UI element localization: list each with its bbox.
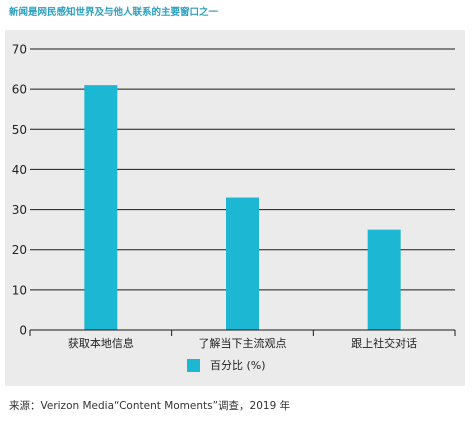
y-tick-label-40: 40 [12,163,27,177]
x-tick-labels: 获取本地信息 了解当下主流观点 跟上社交对话 [68,336,417,350]
x-tick-label-3: 跟上社交对话 [351,336,417,350]
y-tick-label-10: 10 [12,283,27,297]
y-tick-label-50: 50 [12,123,27,137]
y-tick-label-0: 0 [19,324,27,338]
legend: 百分比 (%) [187,357,266,373]
source-note: 来源：Verizon Media“Content Moments”调查，2019… [9,400,291,412]
bar-1 [84,85,118,330]
bar-3 [367,229,401,330]
bars [84,85,401,330]
y-tick-label-30: 30 [12,203,27,217]
bar-2 [226,197,259,330]
legend-label: 百分比 (%) [210,359,266,372]
x-tick-label-2: 了解当下主流观点 [199,336,287,350]
x-axis [29,329,456,336]
chart-title: 新闻是网民感知世界及与他人联系的主要窗口之一 [9,7,219,18]
x-tick-label-1: 获取本地信息 [68,336,134,350]
y-tick-label-60: 60 [12,83,27,97]
y-tick-label-20: 20 [12,243,27,257]
legend-swatch [187,358,200,372]
y-tick-label-70: 70 [12,43,27,57]
y-tick-labels: 0 10 20 30 40 50 60 70 [12,43,27,338]
